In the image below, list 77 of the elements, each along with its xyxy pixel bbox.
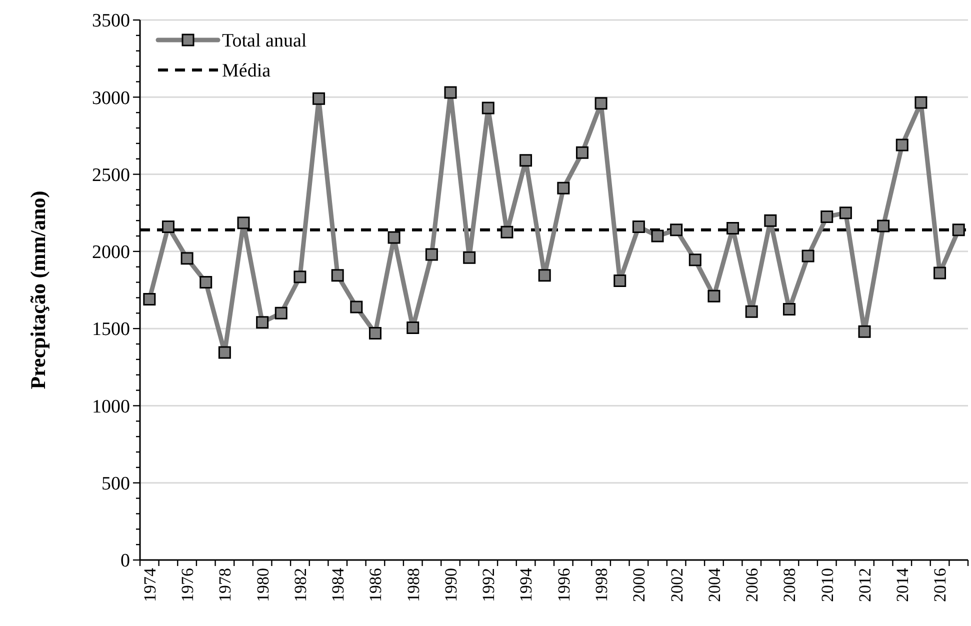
point xyxy=(200,276,212,289)
point xyxy=(388,231,400,244)
point xyxy=(576,146,588,159)
x-tick-label: 1986 xyxy=(366,568,386,602)
y-tick-label: 3000 xyxy=(92,88,130,109)
point xyxy=(237,216,250,230)
x-tick-label: 1976 xyxy=(178,568,197,602)
point xyxy=(820,210,834,223)
x-tick-label: 1992 xyxy=(479,568,498,602)
y-tick-label: 2000 xyxy=(92,242,130,264)
point xyxy=(180,252,194,265)
point xyxy=(350,300,363,314)
legend-label: Média xyxy=(222,60,272,82)
x-tick-label: 1984 xyxy=(328,568,348,602)
x-tick-label: 1974 xyxy=(140,568,160,602)
legend-label: Total anual xyxy=(222,30,307,52)
x-tick-label: 2002 xyxy=(667,568,686,602)
point xyxy=(500,226,514,238)
point xyxy=(594,97,608,110)
y-tick-label: 3500 xyxy=(92,10,130,32)
point xyxy=(406,322,420,334)
y-tick-label: 2500 xyxy=(92,164,130,186)
point xyxy=(520,154,532,167)
point xyxy=(294,270,306,284)
point xyxy=(858,325,871,338)
x-tick-label: 2008 xyxy=(780,568,800,602)
point xyxy=(425,248,438,261)
point xyxy=(218,346,231,359)
point xyxy=(651,230,664,242)
x-tick-label: 1996 xyxy=(554,568,574,602)
point xyxy=(764,214,777,227)
x-tick-label: 2016 xyxy=(930,568,950,602)
x-tick-label: 1982 xyxy=(290,568,310,602)
point xyxy=(670,224,683,236)
x-tick-label: 1980 xyxy=(253,568,272,602)
point xyxy=(557,182,570,194)
point xyxy=(312,92,326,105)
x-tick-label: 2012 xyxy=(855,568,874,602)
point xyxy=(745,305,758,318)
x-tick-label: 2004 xyxy=(704,568,724,602)
x-tick-label: 1988 xyxy=(404,568,423,602)
point xyxy=(877,220,890,232)
x-tick-label: 2006 xyxy=(742,568,762,602)
point xyxy=(614,274,626,287)
x-tick-label: 2014 xyxy=(893,568,912,602)
point xyxy=(839,206,852,220)
point xyxy=(934,266,946,280)
point xyxy=(708,290,720,302)
point xyxy=(368,326,382,340)
y-tick-label: 500 xyxy=(102,474,130,495)
point xyxy=(274,306,288,320)
y-tick-label: 1500 xyxy=(92,319,130,340)
point xyxy=(952,224,965,236)
x-tick-label: 2010 xyxy=(818,568,837,602)
y-tick-label: 1000 xyxy=(92,396,130,418)
point xyxy=(726,222,740,235)
point xyxy=(463,251,476,264)
x-tick-label: 1990 xyxy=(441,568,460,602)
point xyxy=(782,303,796,316)
point xyxy=(914,96,928,109)
point xyxy=(896,138,908,152)
y-axis-title: Precpitação (mm/ano) xyxy=(26,190,50,390)
point xyxy=(538,269,551,282)
y-tick-label: 0 xyxy=(120,550,130,572)
point xyxy=(802,250,814,262)
point xyxy=(256,316,269,329)
x-tick-label: 1994 xyxy=(516,568,536,602)
point xyxy=(331,269,344,282)
point xyxy=(688,254,702,266)
point xyxy=(162,220,174,233)
point xyxy=(632,220,645,233)
point xyxy=(444,86,457,99)
point xyxy=(143,293,156,306)
x-tick-label: 2000 xyxy=(630,568,649,602)
x-tick-label: 1998 xyxy=(592,568,611,602)
point xyxy=(482,102,494,114)
x-tick-label: 1978 xyxy=(216,568,235,602)
